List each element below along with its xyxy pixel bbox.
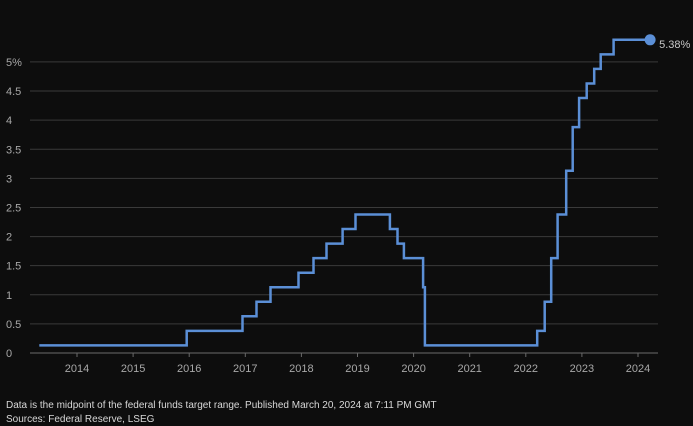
x-tick-label: 2019: [345, 363, 369, 375]
y-tick-label: 1: [6, 290, 12, 302]
y-axis-ticks: 0 0.5 1 1.5 2 2.5 3 3.5 4 4.5 5%: [6, 57, 22, 360]
x-tick-label: 2015: [121, 363, 145, 375]
x-tick-label: 2023: [570, 363, 594, 375]
y-tick-label: 3: [6, 173, 12, 185]
x-tick-label: 2020: [401, 363, 425, 375]
y-tick-label: 1.5: [6, 261, 21, 273]
latest-value-label: 5.38%: [659, 39, 690, 51]
x-tick-label: 2022: [514, 363, 538, 375]
y-tick-label: 4: [6, 115, 12, 127]
latest-value-marker: [644, 34, 656, 46]
x-tick-label: 2017: [233, 363, 257, 375]
y-tick-label: 0: [6, 348, 12, 360]
x-tick-label: 2024: [626, 363, 650, 375]
x-tick-label: 2021: [457, 363, 481, 375]
y-tick-label: 3.5: [6, 144, 21, 156]
source-text: Sources: Federal Reserve, LSEG: [6, 414, 155, 425]
rate-step-line: [39, 38, 651, 347]
x-tick-label: 2018: [289, 363, 313, 375]
y-tick-label: 4.5: [6, 86, 21, 98]
footnote-text: Data is the midpoint of the federal fund…: [6, 400, 437, 411]
x-axis-ticks: 2014 2015 2016 2017 2018 2019 2020 2021 2022 2023…: [65, 353, 650, 375]
y-tick-label: 0.5: [6, 319, 21, 331]
y-tick-label: 5%: [6, 57, 22, 69]
x-tick-label: 2014: [65, 363, 89, 375]
x-tick-label: 2016: [177, 363, 201, 375]
y-tick-label: 2.5: [6, 202, 21, 214]
y-tick-label: 2: [6, 232, 12, 244]
grid-lines: [30, 61, 658, 354]
